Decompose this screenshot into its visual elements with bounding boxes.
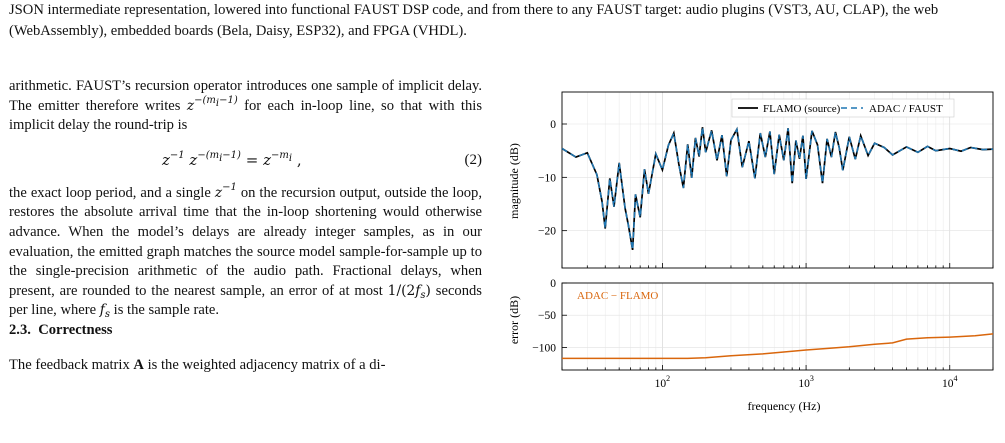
paragraph-text: for each in-loop line, so that with this… [9,97,483,134]
series-line-adac-faust [561,126,994,251]
equation-number: (2) [464,151,483,168]
bottom-plot-frame [561,282,994,371]
y-tick-label: −100 [532,342,556,354]
equation-2: z−1 z−(mi−1) = z−mi , (2) [9,143,482,181]
y-axis-label-magnitude: magnitude (dB) [507,143,521,219]
error-annotation: ADAC − FLAMO [577,290,658,302]
legend-label-adac-faust: ADAC / FAUST [869,103,943,115]
y-tick-label: −20 [538,226,556,238]
top-plot-frame [561,91,994,269]
series-line-error [562,333,994,360]
paragraph-text: on the recursion output, outside the loo… [9,184,482,299]
paragraph-feedback-matrix: The feedback matrix A is the weighted ad… [9,356,482,376]
section-heading: 2.3. Correctness [9,321,482,341]
inline-math-sample-rate: fs [99,302,111,321]
legend-label-flamo: FLAMO (source) [763,103,841,115]
paragraph-text: arithmetic. FAUST’s recursion operator i… [9,78,482,114]
y-tick-label: 0 [550,119,556,131]
paragraph-text: The feedback matrix [9,356,134,373]
equation-body: z−1 z−(mi−1) = z−mi , [162,149,302,169]
section-number: 2.3. [9,321,31,338]
inline-math-loop-delay: z−(mi−1) [186,94,238,114]
legend: FLAMO (source) ADAC / FAUST [731,98,955,118]
section-title: Correctness [38,321,113,338]
intro-paragraph: JSON intermediate representation, lowere… [9,2,939,39]
paragraph-text: the exact loop period, and a single [9,184,215,201]
paragraph-text: is the sample rate. [110,302,220,319]
inline-math-unit-delay: z−1 [214,181,237,201]
paragraph-recursion: arithmetic. FAUST’s recursion operator i… [9,77,482,136]
y-tick-label: −10 [538,172,556,184]
paragraph-text: seconds per line, where [9,282,482,319]
x-axis-label-frequency: frequency (Hz) [748,399,821,413]
inline-math-rounding-error: 1/(2fs) [387,282,431,301]
figure-frequency-response: 0 −10 −20 0 −50 −100 102 103 104 FLAMO (source)… [505,80,1000,415]
y-tick-label: −50 [538,310,556,322]
matrix-symbol-A: A [133,356,144,373]
paragraph-loop-period: the exact loop period, and a single z−1 … [9,181,482,321]
y-axis-label-error: error (dB) [507,296,521,344]
y-tick-label: 0 [550,278,556,290]
paragraph-text: is the weighted adjacency matrix of a di… [143,356,386,373]
text-column: arithmetic. FAUST’s recursion operator i… [9,77,482,375]
